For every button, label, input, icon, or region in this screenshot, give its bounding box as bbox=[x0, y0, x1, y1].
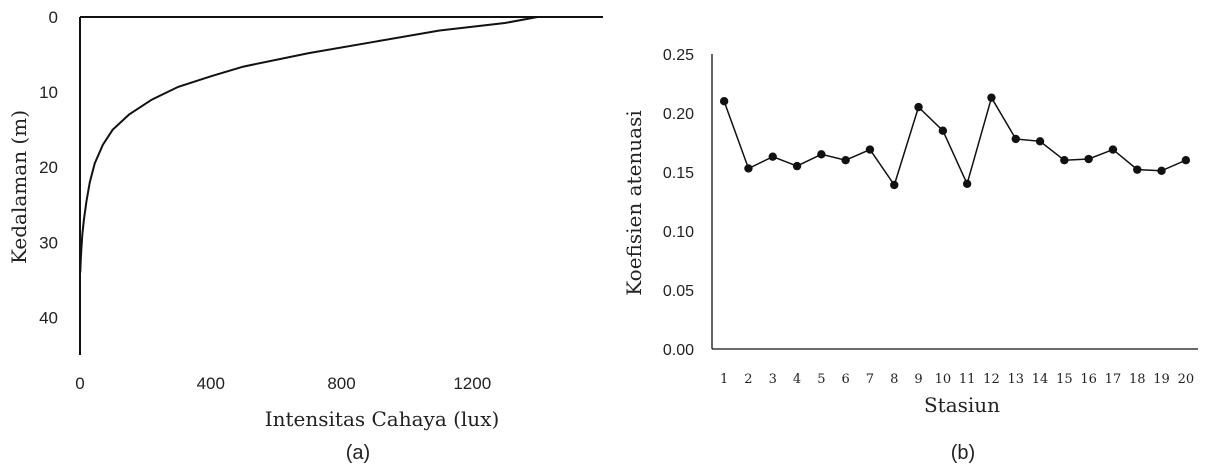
panel-b-data-point bbox=[1035, 137, 1045, 146]
panel-b-y-tick-label: 0.05 bbox=[663, 283, 694, 300]
panel-b-data-point bbox=[768, 152, 777, 161]
panel-a-caption: (a) bbox=[346, 442, 370, 464]
panel-b-x-tick-label: 6 bbox=[842, 372, 850, 387]
panel-b-x-tick-label: 9 bbox=[914, 372, 922, 387]
panel-b-data-point bbox=[719, 97, 729, 106]
panel-b-data-point bbox=[987, 93, 996, 102]
panel-b-x-tick-label: 3 bbox=[769, 372, 777, 387]
panel-b-x-tick-label: 14 bbox=[1032, 372, 1049, 387]
panel-b-data-point bbox=[841, 156, 850, 165]
panel-b-data-point bbox=[744, 164, 753, 173]
panel-b-x-tick-label: 13 bbox=[1007, 372, 1024, 387]
panel-b-x-tick-label: 20 bbox=[1178, 372, 1195, 387]
panel-a-y-tick-label: 0 bbox=[49, 8, 58, 27]
panel-b-x-tick-label: 7 bbox=[866, 372, 874, 387]
panel-b-x-tick-label: 10 bbox=[935, 372, 952, 387]
panel-b-x-tick-label: 19 bbox=[1153, 372, 1170, 387]
panel-a-axes bbox=[79, 16, 603, 355]
panel-a-depth-profile: 0 400 800 1200 0 10 20 30 40 Kedalaman (m) Inten… bbox=[7, 8, 603, 464]
panel-b-data-point bbox=[1181, 156, 1191, 165]
panel-b-data-point bbox=[1011, 134, 1020, 144]
panel-b-data-point bbox=[890, 180, 899, 190]
panel-a-x-tick-label: 400 bbox=[197, 374, 225, 393]
panel-b-x-tick-label: 15 bbox=[1056, 372, 1073, 387]
panel-b-x-tick-label: 2 bbox=[744, 372, 752, 387]
panel-b-data-point bbox=[1060, 156, 1069, 165]
panel-b-data-point bbox=[914, 102, 923, 112]
panel-b-attenuation: 0.000.050.100.150.200.251 2 3 4 5 6 7 8 9 10 11 12 1… bbox=[622, 47, 1198, 464]
panel-a-y-tick-label: 40 bbox=[39, 308, 58, 327]
panel-b-x-tick-label: 4 bbox=[793, 372, 801, 387]
panel-a-xlabel: Intensitas Cahaya (lux) bbox=[265, 407, 500, 431]
panel-b-data-point bbox=[938, 126, 948, 135]
panel-a-y-tick-label: 10 bbox=[39, 83, 58, 102]
panel-a-y-tick-label: 30 bbox=[39, 233, 58, 252]
panel-b-x-tick-label: 11 bbox=[959, 372, 976, 387]
panel-b-x-tick-label: 5 bbox=[817, 372, 825, 387]
panel-b-x-tick-label: 8 bbox=[890, 372, 898, 387]
panel-a-ylabel: Kedalaman (m) bbox=[7, 110, 31, 264]
panel-b-x-tick-label: 1 bbox=[720, 372, 728, 387]
panel-a-x-tick-label: 1200 bbox=[453, 374, 491, 393]
panel-b-y-tick-label: 0.00 bbox=[663, 342, 694, 359]
panel-b-data-point bbox=[792, 161, 802, 171]
panel-b-x-tick-label: 17 bbox=[1105, 372, 1122, 387]
panel-b-data-point bbox=[1084, 154, 1093, 164]
panel-b-data-point bbox=[865, 145, 875, 154]
panel-a-x-tick-label: 800 bbox=[327, 374, 355, 393]
panel-a-tick-labels: 0 400 800 1200 0 10 20 30 40 bbox=[39, 8, 491, 393]
panel-b-data-point bbox=[817, 150, 826, 159]
panel-b-axes bbox=[711, 54, 1198, 350]
panel-b-data-point bbox=[1157, 166, 1166, 176]
panel-b-x-tick-label: 12 bbox=[983, 372, 1000, 387]
panel-b-xlabel: Stasiun bbox=[924, 393, 1000, 417]
panel-b-tick-labels: 0.000.050.100.150.200.251 2 3 4 5 6 7 8 9 10 11 12 1… bbox=[663, 47, 1194, 387]
panel-b-data-point bbox=[1108, 145, 1118, 154]
panel-b-y-tick-label: 0.20 bbox=[663, 106, 694, 123]
panel-b-data-point bbox=[962, 179, 972, 188]
panel-b-y-tick-label: 0.10 bbox=[663, 224, 694, 241]
panel-b-series-line bbox=[723, 95, 1187, 187]
panel-b-ylabel: Koefisien atenuasi bbox=[622, 110, 646, 296]
panel-b-y-tick-label: 0.15 bbox=[663, 165, 694, 182]
panel-b-markers bbox=[719, 93, 1191, 190]
panel-b-x-tick-label: 18 bbox=[1129, 372, 1146, 387]
panel-b-x-tick-label: 16 bbox=[1080, 372, 1097, 387]
panel-a-x-tick-label: 0 bbox=[75, 374, 84, 393]
panel-b-data-point bbox=[1133, 165, 1142, 174]
panel-a-y-tick-label: 20 bbox=[39, 158, 58, 177]
panel-b-y-tick-label: 0.25 bbox=[663, 47, 694, 64]
panel-a-series-line bbox=[79, 16, 538, 273]
panel-b-caption: (b) bbox=[951, 442, 975, 464]
